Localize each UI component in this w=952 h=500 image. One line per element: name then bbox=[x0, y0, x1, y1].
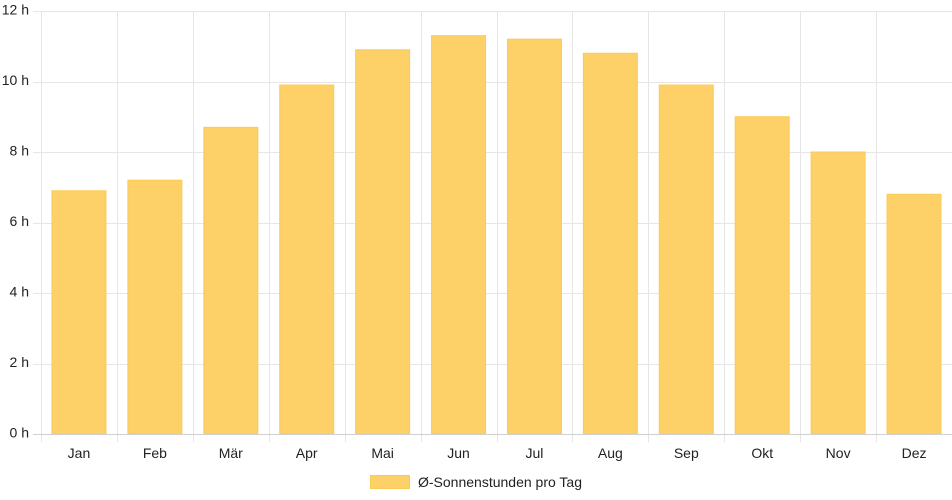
bar-jan[interactable] bbox=[51, 190, 107, 435]
y-tick-label: 0 h bbox=[10, 425, 29, 441]
bars bbox=[51, 35, 942, 435]
bar-aug[interactable] bbox=[582, 52, 638, 435]
y-tick-label: 8 h bbox=[10, 143, 29, 159]
bar-mai[interactable] bbox=[355, 49, 411, 435]
bar-apr[interactable] bbox=[279, 84, 335, 435]
bar-nov[interactable] bbox=[810, 151, 866, 435]
bar-jun[interactable] bbox=[431, 35, 487, 435]
x-tick-label: Okt bbox=[751, 445, 773, 461]
bar-feb[interactable] bbox=[127, 179, 183, 435]
y-tick-label: 12 h bbox=[2, 2, 29, 18]
x-tick-label: Apr bbox=[296, 445, 318, 461]
bar-dez[interactable] bbox=[886, 193, 942, 435]
x-tick-label: Nov bbox=[826, 445, 851, 461]
x-tick-label: Dez bbox=[902, 445, 927, 461]
y-tick-label: 10 h bbox=[2, 72, 29, 88]
bar-mär[interactable] bbox=[203, 126, 259, 435]
x-tick-label: Jun bbox=[447, 445, 470, 461]
y-tick-label: 2 h bbox=[10, 354, 29, 370]
x-tick-label: Sep bbox=[674, 445, 699, 461]
x-tick-label: Mär bbox=[219, 445, 243, 461]
grid-lines bbox=[33, 11, 952, 442]
legend-swatch bbox=[370, 475, 410, 489]
x-tick-label: Mai bbox=[371, 445, 394, 461]
x-tick-label: Jan bbox=[68, 445, 91, 461]
y-tick-label: 6 h bbox=[10, 213, 29, 229]
bar-jul[interactable] bbox=[506, 38, 562, 435]
legend-label: Ø-Sonnenstunden pro Tag bbox=[418, 474, 582, 490]
legend-item-sunshine[interactable]: Ø-Sonnenstunden pro Tag bbox=[370, 474, 582, 490]
x-tick-label: Jul bbox=[526, 445, 544, 461]
axes: 0 h 2 h 4 h 6 h 8 h 10 h 12 h Jan Feb Mär Apr Mai Ju… bbox=[2, 2, 952, 461]
x-tick-label: Aug bbox=[598, 445, 623, 461]
chart-legend: Ø-Sonnenstunden pro Tag bbox=[0, 470, 952, 494]
bar-okt[interactable] bbox=[734, 116, 790, 435]
bar-sep[interactable] bbox=[658, 84, 714, 435]
y-tick-label: 4 h bbox=[10, 284, 29, 300]
x-tick-label: Feb bbox=[143, 445, 167, 461]
